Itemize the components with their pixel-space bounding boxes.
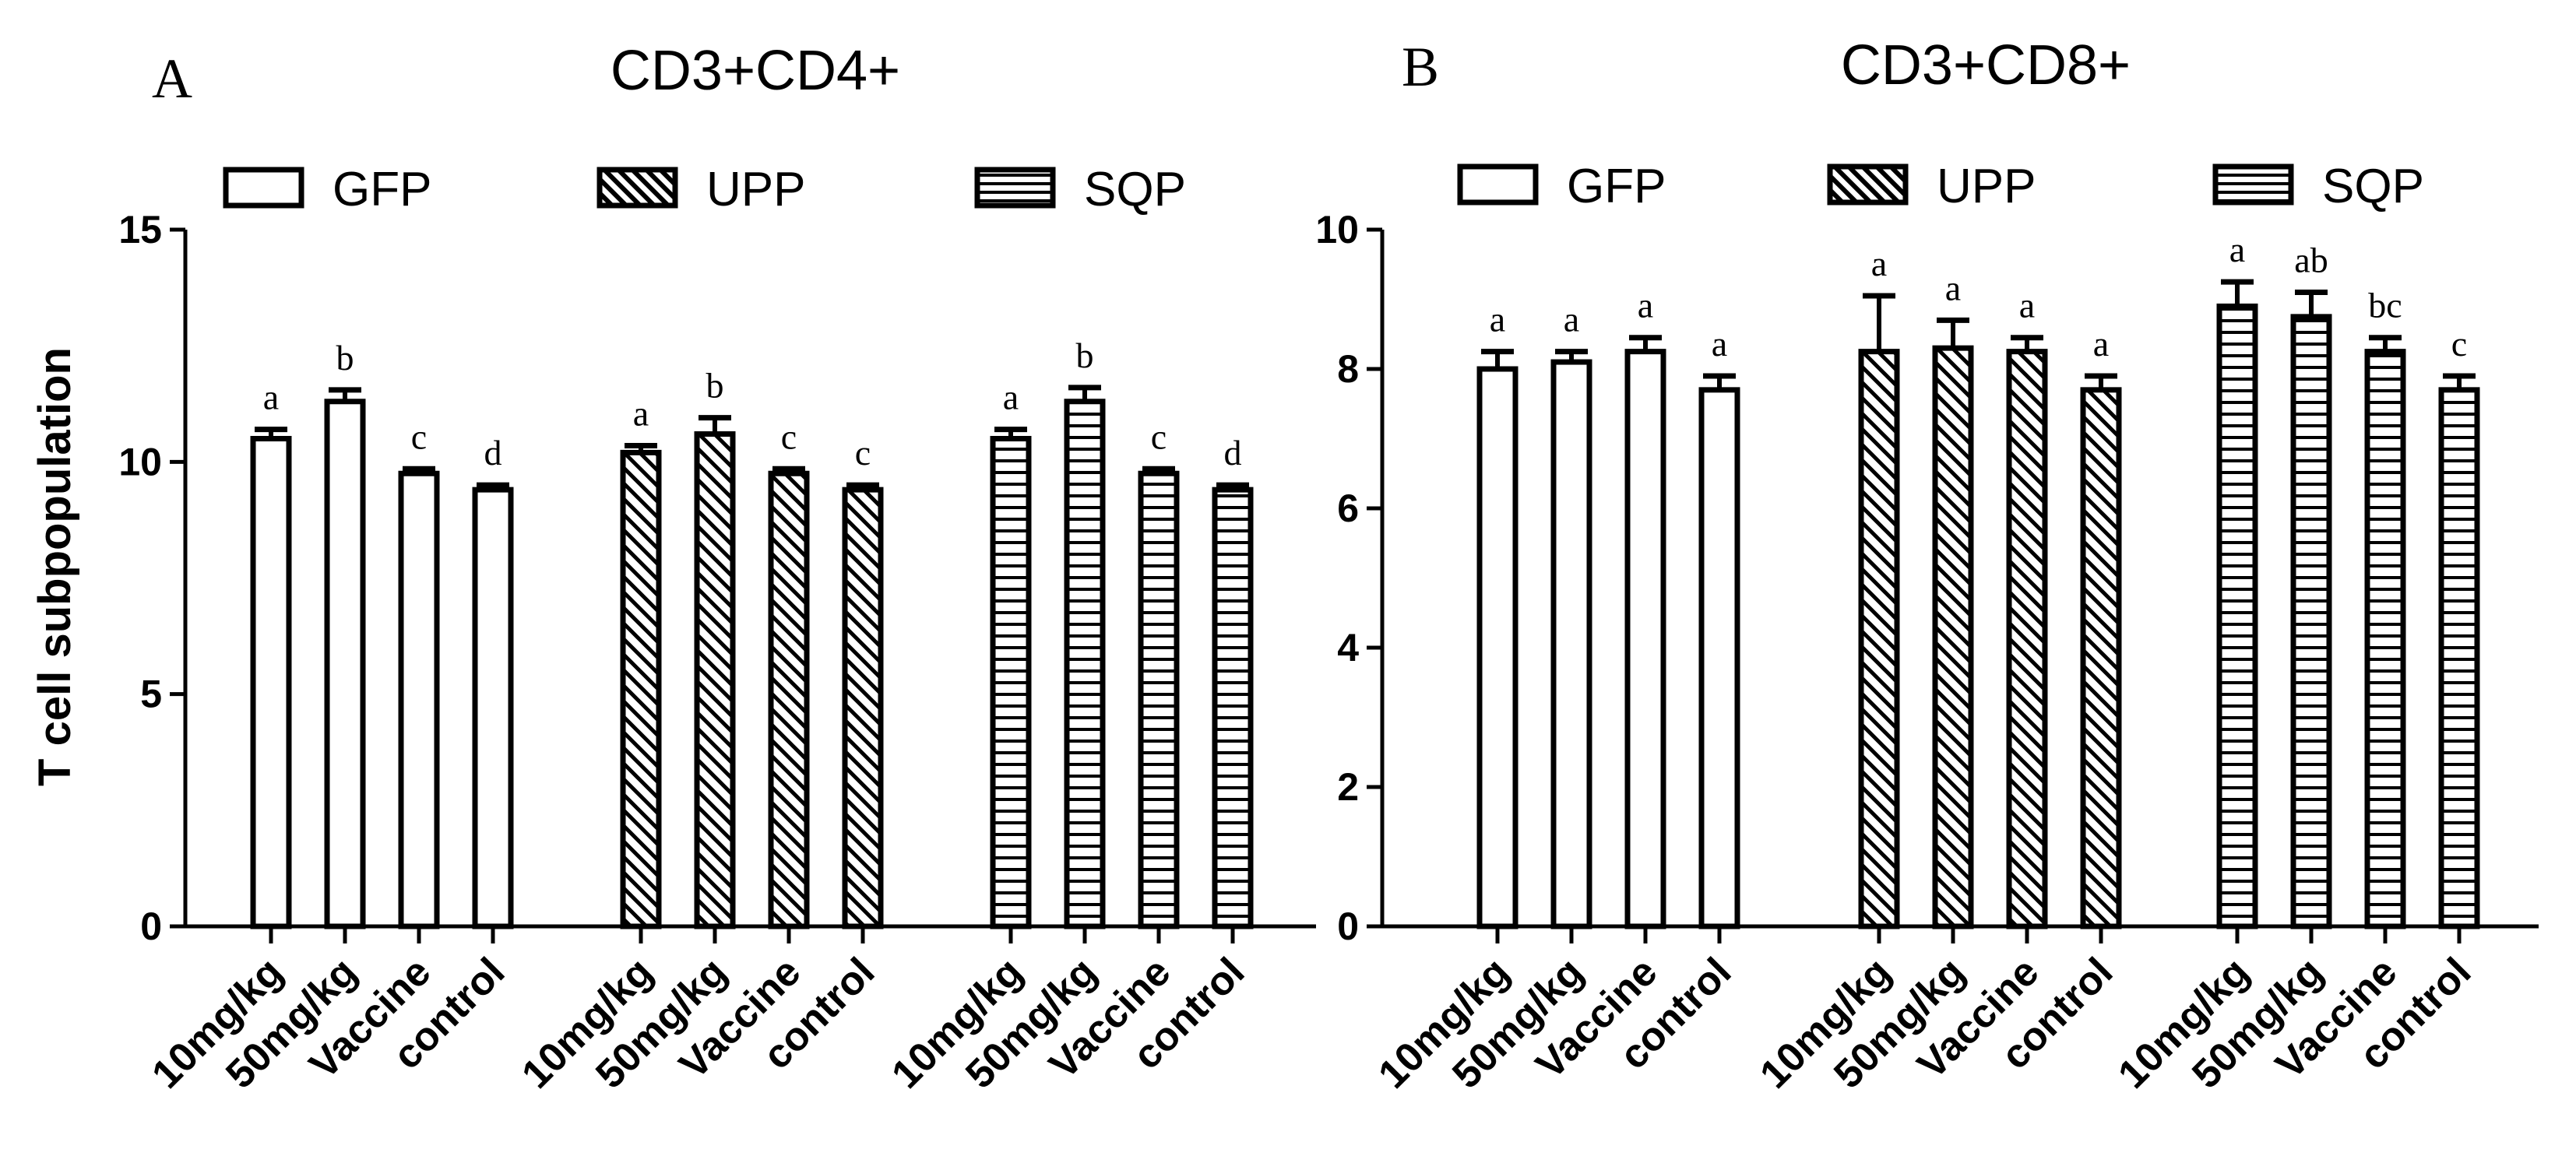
bar	[1858, 349, 1900, 929]
bar	[1064, 399, 1106, 929]
panel-a-chart: A CD3+CD4+ T cell subpopulation GFP UPP SQ…	[30, 40, 1316, 1098]
y-tick-label: 15	[118, 208, 162, 251]
bar	[1476, 366, 1519, 929]
bar	[1550, 359, 1592, 929]
bar	[2364, 349, 2406, 929]
significance-label: a	[633, 393, 649, 433]
bar	[1932, 345, 1974, 929]
y-tick-label: 4	[1337, 626, 1359, 669]
legend-label: UPP	[706, 163, 805, 216]
bar	[472, 487, 514, 929]
bar	[324, 399, 366, 929]
bar	[2290, 314, 2332, 929]
legend-swatch	[596, 167, 678, 209]
bar	[2006, 349, 2048, 929]
bar	[620, 449, 662, 929]
y-tick-label: 2	[1337, 765, 1359, 809]
legend-swatch	[223, 167, 304, 209]
significance-label: d	[1224, 433, 1242, 473]
bar	[250, 436, 292, 929]
significance-label: a	[1638, 286, 1653, 325]
bar	[768, 470, 810, 929]
legend-label: UPP	[1937, 160, 2036, 213]
bar	[2438, 387, 2480, 929]
bar	[1212, 487, 1254, 929]
significance-label: a	[1712, 324, 1727, 364]
y-tick-label: 10	[1315, 208, 1359, 251]
legend-swatch	[974, 167, 1056, 209]
legend-label: GFP	[333, 163, 431, 216]
panel-a-legend: GFP UPP SQP	[223, 163, 1186, 216]
bar	[842, 487, 884, 929]
legend-swatch	[2212, 163, 2294, 206]
significance-label: c	[1151, 416, 1167, 456]
y-tick-label: 6	[1337, 487, 1359, 530]
significance-label: ab	[2294, 241, 2328, 280]
y-tick-label: 0	[140, 905, 162, 948]
significance-label: c	[2451, 324, 2467, 364]
significance-label: a	[1003, 378, 1019, 417]
panel-b-title: CD3+CD8+	[1841, 34, 2131, 97]
panel-a-plot: 051015a10mg/kgb50mg/kgcVaccinedcontrola1…	[118, 208, 1316, 1098]
y-tick-label: 5	[140, 673, 162, 716]
significance-label: a	[2229, 230, 2245, 269]
y-tick-label: 8	[1337, 347, 1359, 391]
significance-label: a	[1871, 244, 1887, 283]
bar	[1698, 387, 1740, 929]
panel-a-y-axis-title: T cell subpopulation	[30, 347, 80, 786]
panel-a-title: CD3+CD4+	[611, 40, 900, 102]
y-tick-label: 10	[118, 440, 162, 483]
bar	[990, 436, 1032, 929]
significance-label: a	[2019, 286, 2035, 325]
bar	[1138, 470, 1180, 929]
legend-label: GFP	[1567, 160, 1666, 213]
legend-label: SQP	[1084, 163, 1186, 216]
significance-label: bc	[2368, 286, 2402, 325]
y-tick-label: 0	[1337, 905, 1359, 948]
significance-label: a	[1564, 300, 1579, 339]
bar	[694, 431, 736, 929]
significance-label: a	[1945, 268, 1961, 307]
bar	[2080, 387, 2122, 929]
significance-label: a	[1490, 300, 1505, 339]
significance-label: b	[706, 366, 724, 406]
bar	[1624, 349, 1666, 929]
panel-a-letter: A	[152, 47, 192, 110]
significance-label: c	[855, 433, 871, 473]
legend-label: SQP	[2322, 160, 2424, 213]
panel-b-chart: B CD3+CD8+ GFP UPP SQP 0246810a10mg/kga50m…	[1315, 34, 2539, 1098]
legend-swatch	[1457, 163, 1539, 206]
significance-label: c	[781, 416, 797, 456]
panel-b-plot: 0246810a10mg/kga50mg/kgaVaccineacontrola…	[1315, 208, 2539, 1098]
bar	[2216, 303, 2258, 929]
panel-b-letter: B	[1402, 36, 1439, 98]
significance-label: c	[411, 416, 427, 456]
legend-swatch	[1827, 163, 1909, 206]
panel-b-legend: GFP UPP SQP	[1457, 160, 2424, 213]
significance-label: a	[263, 378, 279, 417]
bar	[398, 470, 440, 929]
significance-label: b	[1076, 336, 1094, 375]
significance-label: d	[484, 433, 502, 473]
significance-label: b	[336, 338, 354, 378]
significance-label: a	[2093, 324, 2109, 364]
